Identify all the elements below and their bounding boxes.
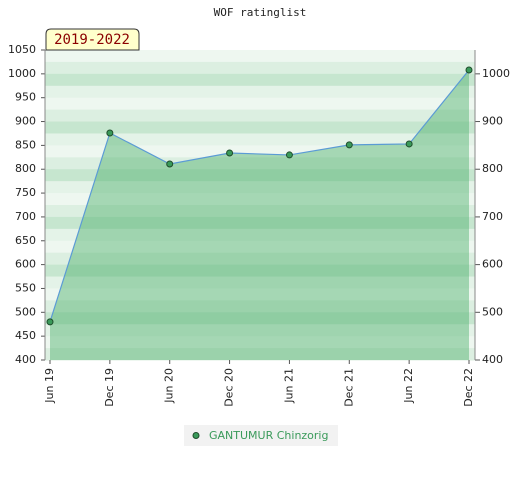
plot-stripe [45, 216, 475, 230]
data-point [285, 151, 293, 159]
plot-stripe [45, 85, 475, 99]
period-label: 2019-2022 [54, 32, 130, 48]
y-tick-label: 850 [15, 138, 36, 151]
plot-stripe [45, 324, 475, 337]
plot-stripe [45, 133, 475, 146]
plot-stripe [45, 193, 475, 206]
y2-tick-label: 1000 [482, 67, 510, 80]
data-point [106, 129, 114, 137]
y-tick-label: 750 [15, 186, 36, 199]
y2-tick-label: 900 [482, 115, 503, 128]
plot-stripe [45, 276, 475, 289]
area-fill [50, 70, 469, 361]
x-tick-label: Dec 21 [342, 368, 355, 407]
data-point [46, 318, 54, 326]
y-tick-label: 1000 [8, 67, 36, 80]
y-tick-label: 500 [15, 305, 36, 318]
data-point [405, 140, 413, 148]
plot-stripe [45, 97, 475, 111]
plot-stripe [45, 181, 475, 194]
plot-stripe [45, 157, 475, 170]
x-tick-label: Dec 20 [223, 368, 236, 407]
y-tick-label: 600 [15, 258, 36, 271]
y-tick-label: 900 [15, 115, 36, 128]
x-tick-label: Dec 19 [103, 368, 116, 407]
y2-tick-label: 800 [482, 162, 503, 175]
plot-stripe [45, 228, 475, 242]
plot-stripe [45, 300, 475, 313]
plot-stripe [45, 50, 475, 63]
y2-tick-label: 700 [482, 210, 503, 223]
x-tick-label: Jun 20 [163, 368, 176, 404]
y-tick-label: 650 [15, 234, 36, 247]
plot-stripe [45, 252, 475, 266]
plot-stripe [45, 121, 475, 134]
data-point [345, 141, 353, 149]
legend-label: GANTUMUR Chinzorig [209, 429, 328, 442]
x-tick-label: Jun 21 [282, 368, 295, 404]
y-tick-label: 700 [15, 210, 36, 223]
y-tick-label: 450 [15, 329, 36, 342]
plot-stripe [45, 348, 475, 361]
y2-tick-label: 400 [482, 353, 503, 366]
data-point [465, 66, 473, 74]
data-point [166, 160, 174, 168]
plot-stripe [45, 240, 475, 254]
y-tick-label: 800 [15, 162, 36, 175]
x-tick-label: Jun 19 [43, 368, 56, 404]
x-tick-label: Dec 22 [462, 368, 475, 407]
plot-stripe [45, 288, 475, 301]
plot-stripe [45, 169, 475, 182]
y-tick-label: 400 [15, 353, 36, 366]
legend-box [184, 425, 338, 446]
line [49, 69, 470, 323]
period-box [45, 28, 140, 51]
y-tick-label: 950 [15, 91, 36, 104]
legend-marker [192, 432, 200, 439]
y-tick-label: 1050 [8, 43, 36, 56]
plot-stripe [45, 109, 475, 123]
plot-stripe [45, 205, 475, 218]
y-tick-label: 550 [15, 281, 36, 294]
plot-stripe [45, 264, 475, 278]
plot-stripe [45, 61, 475, 75]
y2-tick-label: 500 [482, 305, 503, 318]
plot-stripe [45, 312, 475, 325]
chart-title: WOF ratinglist [214, 6, 307, 19]
x-tick-label: Jun 22 [402, 368, 415, 404]
data-point [226, 149, 234, 157]
plot-stripe [45, 336, 475, 349]
plot-stripe [45, 73, 475, 87]
y2-tick-label: 600 [482, 258, 503, 271]
